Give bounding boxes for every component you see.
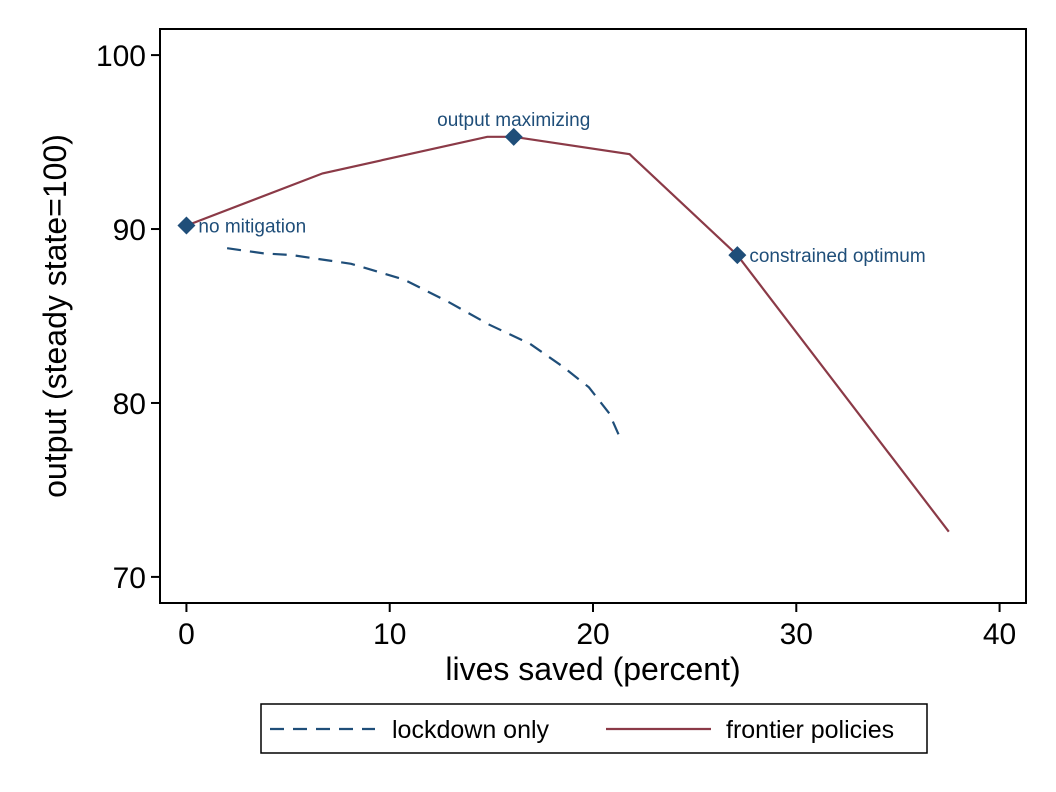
y-axis-ticks: 70 80 90 100 [96,40,160,595]
marker-no-mitigation [177,216,196,235]
marker-labels: no mitigation output maximizing constraine… [198,110,925,267]
x-tick-label: 30 [780,618,813,651]
y-tick-label: 80 [113,388,146,421]
x-tick-label: 20 [576,618,609,651]
annotation-output-maximizing: output maximizing [437,110,590,131]
legend: lockdown only frontier policies [260,703,928,754]
x-tick-label: 10 [373,618,406,651]
annotation-no-mitigation: no mitigation [198,217,306,238]
series-line-lockdown-only [226,247,623,442]
y-tick-label: 70 [113,562,146,595]
legend-label-lockdown-only: lockdown only [392,716,550,744]
policy-markers [177,127,747,265]
y-tick-label: 90 [113,214,146,247]
marker-output-maximizing [504,127,523,146]
x-tick-label: 40 [983,618,1016,651]
x-axis-ticks: 0 10 20 30 40 [178,603,1016,651]
x-axis-title: lives saved (percent) [445,651,740,687]
y-axis-title: output (steady state=100) [37,134,73,498]
annotation-constrained-optimum: constrained optimum [749,246,925,267]
marker-constrained-optimum [728,246,747,265]
y-tick-label: 100 [96,40,146,73]
legend-label-frontier-policies: frontier policies [726,716,894,744]
x-tick-label: 0 [178,618,195,651]
